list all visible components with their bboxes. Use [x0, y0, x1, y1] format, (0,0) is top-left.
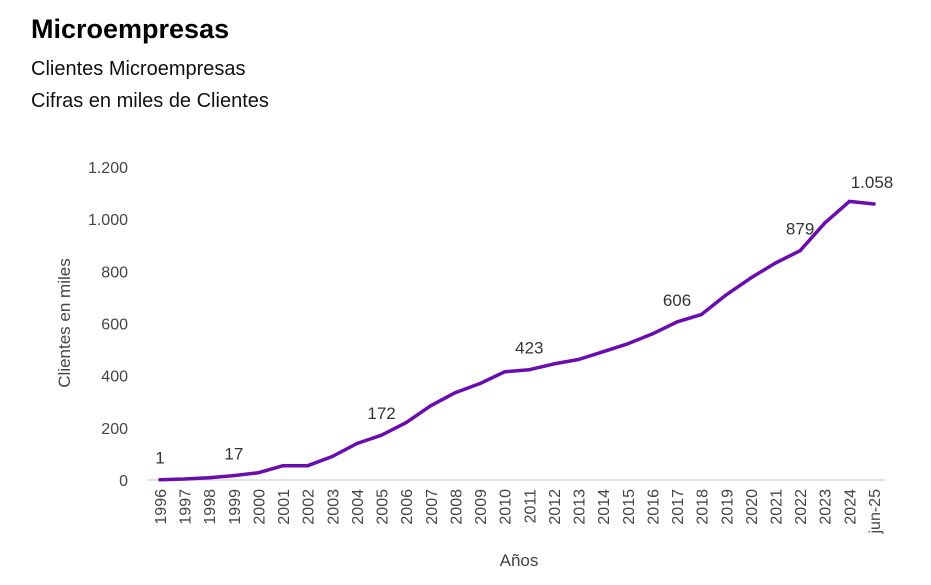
y-tick-label: 0	[119, 473, 128, 490]
x-tick-label: 2011	[522, 489, 539, 524]
data-point	[749, 276, 753, 280]
data-point	[183, 477, 187, 481]
data-point	[453, 391, 457, 395]
chart-units-note: Cifras en miles de Clientes	[31, 90, 269, 112]
data-label: 1	[155, 449, 164, 468]
x-tick-label: 2005	[375, 489, 392, 525]
data-point	[306, 464, 310, 468]
data-point	[478, 381, 482, 386]
data-labels: 1 17 172 423 606 879 1.058	[155, 173, 893, 468]
series-group	[158, 199, 876, 482]
x-tick-label: 2002	[301, 489, 318, 525]
x-tick-label: 2000	[251, 489, 268, 525]
data-point	[675, 320, 679, 324]
data-point	[650, 332, 655, 336]
x-tick-label: 2001	[276, 489, 293, 525]
x-axis-ticks: 1996 1997 1998 1999 2000 2001 2002 2003 2004 2005…	[153, 489, 884, 535]
data-label: 606	[663, 291, 691, 310]
data-point	[798, 249, 802, 253]
x-axis-title: Años	[500, 551, 539, 570]
x-tick-label: 2018	[695, 489, 712, 525]
x-tick-label: 2006	[399, 489, 416, 525]
data-point	[207, 476, 211, 480]
data-point	[576, 357, 581, 362]
x-tick-label: 2013	[572, 489, 589, 525]
data-point	[773, 261, 778, 265]
y-tick-label: 1.000	[88, 212, 128, 229]
y-tick-label: 400	[101, 369, 128, 386]
chart-title: Microempresas	[31, 14, 230, 44]
data-label: 17	[224, 445, 243, 464]
data-point	[355, 441, 359, 446]
y-tick-label: 600	[101, 317, 128, 334]
y-axis-title: Clientes en miles	[55, 258, 74, 387]
data-point	[232, 474, 236, 478]
data-point	[404, 421, 408, 425]
x-tick-label: 2017	[670, 489, 687, 525]
x-tick-label: 2003	[325, 489, 342, 525]
data-point	[330, 454, 334, 459]
data-point	[601, 350, 605, 354]
x-tick-label: 2014	[596, 489, 613, 525]
data-point	[626, 342, 630, 346]
x-tick-label: 1996	[153, 489, 170, 525]
x-tick-label: 2022	[793, 489, 810, 525]
x-tick-label: 2009	[473, 489, 490, 525]
data-point	[429, 404, 433, 408]
y-tick-label: 800	[101, 264, 128, 281]
data-point	[527, 368, 531, 372]
chart-subtitle: Clientes Microempresas	[31, 58, 246, 80]
data-point	[700, 312, 704, 316]
series-line	[158, 199, 876, 482]
data-point	[503, 370, 507, 374]
x-tick-label: 2015	[621, 489, 638, 525]
x-tick-label: 1997	[178, 489, 195, 525]
x-tick-label: 2023	[818, 489, 835, 525]
data-point	[872, 202, 876, 206]
x-tick-label: 2021	[769, 489, 786, 525]
x-tick-label: 2004	[350, 489, 367, 525]
data-point	[847, 199, 852, 203]
x-tick-label: 2020	[744, 489, 761, 525]
y-axis-ticks: 0 200 400 600 800 1.000 1.200	[88, 160, 128, 490]
x-tick-label: 2024	[842, 489, 859, 525]
data-point	[823, 221, 827, 225]
x-tick-label: 2016	[645, 489, 662, 525]
x-tick-label: 2010	[498, 489, 515, 525]
data-label: 1.058	[851, 173, 894, 192]
y-tick-label: 1.200	[88, 160, 128, 177]
x-tick-label: jun-25	[867, 489, 884, 535]
data-label: 879	[786, 220, 814, 239]
x-tick-label: 1998	[202, 489, 219, 525]
data-point	[281, 464, 285, 468]
data-point	[158, 478, 162, 482]
x-tick-label: 2012	[547, 489, 564, 525]
x-tick-label: 2007	[424, 489, 441, 525]
data-label: 423	[515, 339, 543, 358]
data-label: 172	[367, 404, 395, 423]
data-point	[724, 293, 728, 297]
data-point	[552, 362, 556, 366]
y-tick-label: 200	[101, 421, 128, 438]
x-tick-label: 2019	[719, 489, 736, 525]
x-tick-label: 1999	[227, 489, 244, 525]
x-tick-label: 2008	[448, 489, 465, 525]
data-point	[256, 471, 261, 475]
data-point	[380, 433, 384, 437]
